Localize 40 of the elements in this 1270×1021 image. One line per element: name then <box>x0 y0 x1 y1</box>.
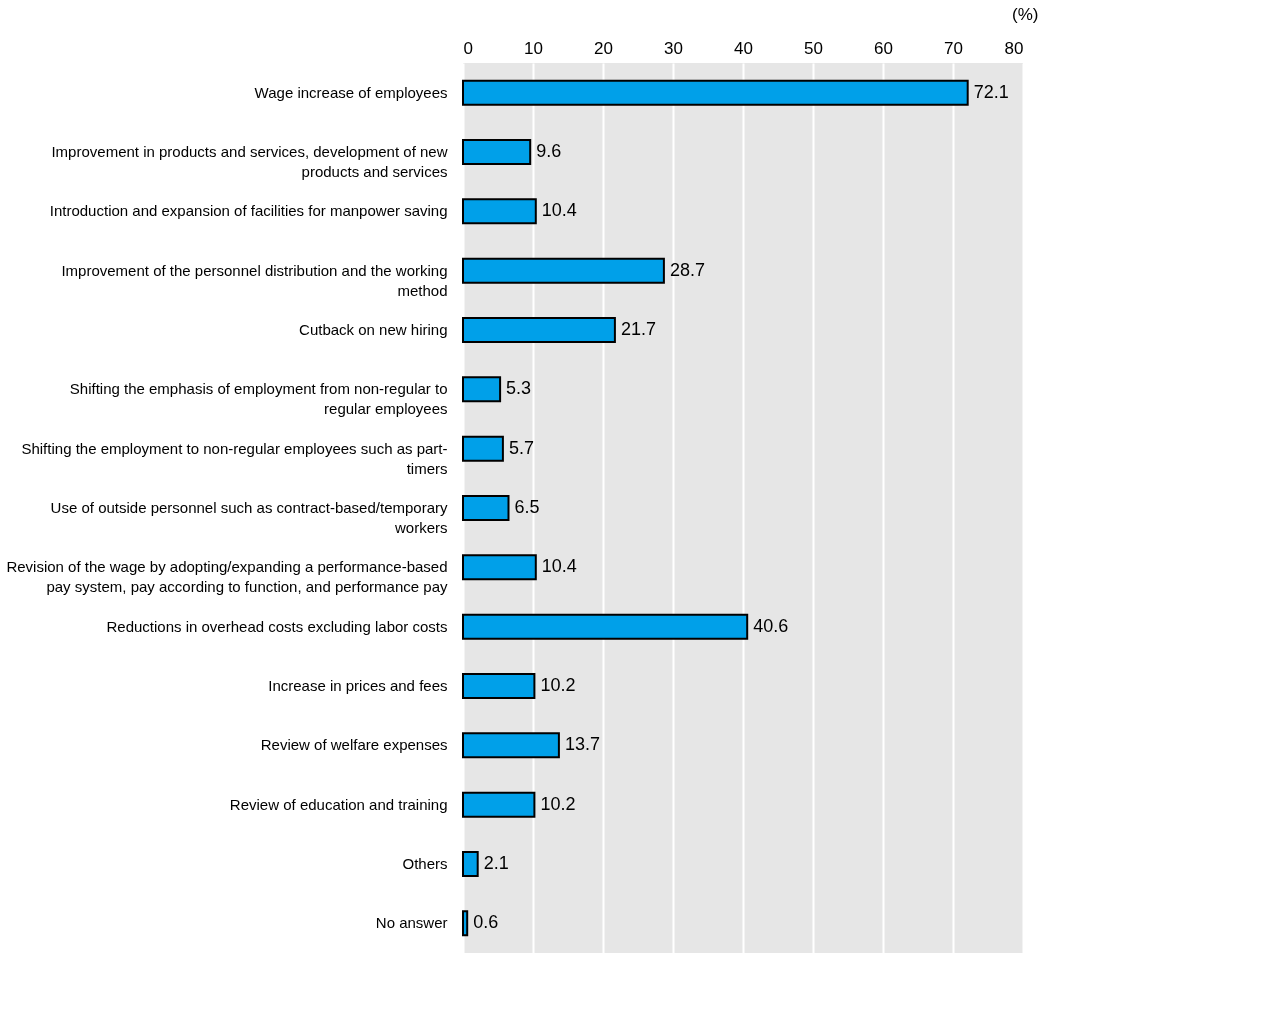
y-tick-label: Revision of the wage by adopting/expanding a performance-based pay system, pay according to function, and performance pay <box>6 558 448 596</box>
data-label: 5.7 <box>508 437 534 458</box>
data-label: 21.7 <box>620 319 656 339</box>
data-label: 10.2 <box>540 675 576 695</box>
y-tick-label: Reductions in overhead costs excluding labor costs <box>106 617 448 635</box>
data-label: 40.6 <box>753 615 789 636</box>
data-label: 10.2 <box>540 793 576 814</box>
x-axis-title: (%) <box>1012 4 1039 24</box>
y-tick-label: Review of welfare expenses <box>260 736 448 754</box>
data-label: 10.4 <box>541 556 577 577</box>
y-tick-label: No answer <box>375 914 448 932</box>
data-label: 0.6 <box>473 912 499 933</box>
y-tick-label: Introduction and expansion of facilities for manpower saving <box>49 202 448 220</box>
y-tick-label: Improvement in products and services, development of new products and services <box>51 143 448 180</box>
y-tick-label: Improvement of the personnel distribution and the working method <box>61 261 448 299</box>
data-label: 9.6 <box>536 141 562 161</box>
x-tick-label: 20 <box>594 38 613 58</box>
data-label: 2.1 <box>483 853 509 873</box>
data-label: 6.5 <box>514 497 540 517</box>
x-tick-label: 30 <box>664 38 683 58</box>
x-tick-label: 50 <box>804 38 823 58</box>
data-label: 13.7 <box>564 734 600 755</box>
x-tick-label: 40 <box>734 38 753 58</box>
x-tick-label: 0 <box>463 38 473 58</box>
data-label: 10.4 <box>541 200 577 221</box>
y-tick-label: Wage increase of employees <box>254 83 448 101</box>
data-label: 72.1 <box>973 81 1009 102</box>
x-tick-label: 60 <box>874 38 893 58</box>
x-tick-label: 10 <box>524 38 543 58</box>
y-tick-label: Use of outside personnel such as contract-based/temporary workers <box>50 499 448 536</box>
y-tick-label: Cutback on new hiring <box>299 321 448 338</box>
y-tick-label: Shifting the employment to non-regular employees such as part-timers <box>21 439 448 477</box>
y-tick-label: Increase in prices and fees <box>268 677 448 694</box>
y-tick-label: Others <box>402 855 448 872</box>
data-label: 28.7 <box>669 259 705 280</box>
y-tick-label: Review of education and training <box>229 795 448 813</box>
y-tick-label: Shifting the emphasis of employment from non-regular to regular employees <box>69 380 448 418</box>
x-tick-label: 70 <box>944 38 963 58</box>
data-label: 5.3 <box>506 378 532 399</box>
x-tick-label: 80 <box>1004 38 1024 58</box>
